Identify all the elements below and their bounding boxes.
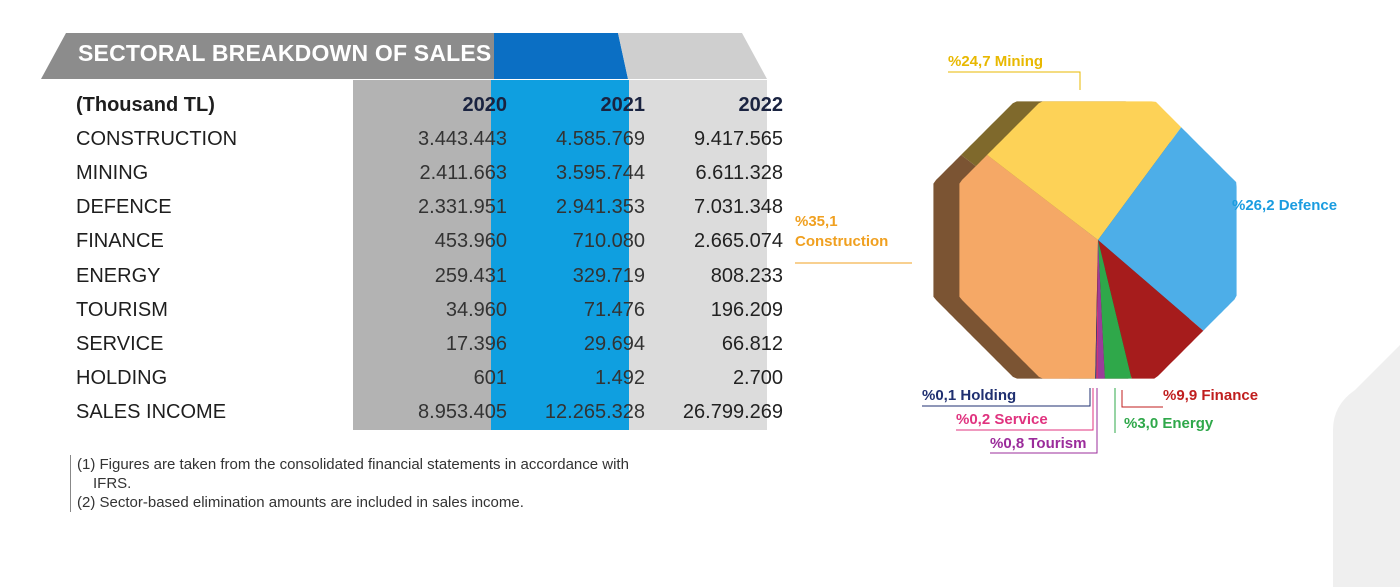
row-label: TOURISM [76, 298, 168, 321]
unit-label: (Thousand TL) [76, 93, 215, 116]
table-row: MINING 2.411.663 3.595.744 6.611.328 [60, 156, 791, 190]
column-2020-background [353, 80, 491, 430]
value-cell-2020: 601 [473, 367, 507, 390]
row-label: SERVICE [76, 332, 164, 355]
row-label: HOLDING [76, 367, 168, 390]
value-cell-2022: 66.812 [721, 332, 783, 355]
table-row: FINANCE 453.960 710.080 2.665.074 [60, 225, 791, 259]
pie-slice [1096, 240, 1098, 379]
row-label: ENERGY [76, 264, 161, 287]
table-row: ENERGY 259.431 329.719 808.233 [60, 259, 791, 293]
pie-slice [1095, 240, 1098, 379]
table-row: DEFENCE 2.331.951 2.941.353 7.031.348 [60, 191, 791, 225]
page-title: SECTORAL BREAKDOWN OF SALES [78, 40, 492, 66]
year-header-2020: 2020 [462, 93, 508, 116]
value-cell-2021: 329.719 [572, 264, 645, 287]
value-cell-2020: 34.960 [445, 298, 507, 321]
value-cell-2021: 3.595.744 [556, 161, 645, 184]
pie-label-leader [1121, 390, 1163, 408]
column-2022-background [629, 80, 767, 430]
table-row: TOURISM 34.960 71.476 196.209 [60, 293, 791, 327]
row-label: CONSTRUCTION [76, 127, 238, 150]
value-cell-2020: 453.960 [434, 230, 507, 253]
footnote-2: (2) Sector-based elimination amounts are… [77, 494, 524, 511]
pie-label: %35,1 Construction [795, 213, 888, 250]
footnote-1: (1) Figures are taken from the consolida… [77, 456, 629, 473]
value-cell-2022: 6.611.328 [695, 161, 784, 184]
value-cell-2020: 17.396 [445, 332, 507, 355]
value-cell-2021: 4.585.769 [556, 127, 645, 150]
table-header-row: (Thousand TL) 2020 2021 2022 [60, 88, 791, 122]
value-cell-2021: 71.476 [583, 298, 645, 321]
value-cell-2022: 7.031.348 [694, 196, 783, 219]
column-2021-background [491, 80, 629, 430]
row-label: FINANCE [76, 230, 164, 253]
pie-slice [987, 101, 1182, 241]
pie-label-leader [922, 388, 1091, 407]
pie-slice [1098, 240, 1132, 379]
table-row: CONSTRUCTION 3.443.443 4.585.769 9.417.565 [60, 122, 791, 156]
value-cell-2021: 29.694 [583, 332, 645, 355]
pie-label: %3,0 Energy [1124, 415, 1214, 432]
value-cell-2020: 8.953.405 [418, 401, 507, 424]
pie-slice [1098, 127, 1237, 331]
title-banner [41, 33, 767, 79]
value-cell-2020: 3.443.443 [418, 127, 507, 150]
pie-label: %9,9 Finance [1163, 387, 1258, 404]
year-header-2021: 2021 [600, 93, 646, 116]
value-cell-2022: 2.665.074 [694, 230, 783, 253]
year-header-2022: 2022 [738, 93, 784, 116]
sales-table: (Thousand TL) 2020 2021 2022 CONSTRUCTIO… [60, 88, 791, 430]
table-row: HOLDING 601 1.492 2.700 [60, 362, 791, 396]
pie-label-leader [948, 71, 1081, 90]
value-cell-2021: 1.492 [594, 367, 645, 390]
row-label: DEFENCE [76, 196, 172, 219]
pie-slice [1097, 240, 1105, 379]
footnotes: (1) Figures are taken from the consolida… [70, 455, 717, 512]
pie-label: %0,8 Tourism [990, 435, 1086, 452]
value-cell-2022: 196.209 [710, 298, 783, 321]
pie-label-leader [990, 388, 1098, 454]
value-cell-2020: 2.411.663 [419, 161, 508, 184]
value-cell-2020: 259.431 [434, 264, 507, 287]
pie-label: %24,7 Mining [948, 53, 1043, 70]
value-cell-2020: 2.331.951 [418, 196, 507, 219]
footnote-1-continuation: IFRS. [93, 475, 132, 492]
value-cell-2021: 2.941.353 [556, 196, 645, 219]
pie-label: %26,2 Defence [1232, 197, 1337, 214]
value-cell-2022: 26.799.269 [682, 401, 783, 424]
table-row: SERVICE 17.396 29.694 66.812 [60, 327, 791, 361]
value-cell-2021: 710.080 [572, 230, 645, 253]
row-label: MINING [76, 161, 149, 184]
pie-label: %0,2 Service [956, 411, 1048, 428]
table-row: SALES INCOME 8.953.405 12.265.328 26.799.26… [60, 396, 791, 430]
pie-label: %0,1 Holding [922, 387, 1016, 404]
value-cell-2022: 9.417.565 [694, 127, 783, 150]
value-cell-2022: 2.700 [732, 367, 783, 390]
pie-slice [1098, 240, 1204, 379]
value-cell-2022: 808.233 [710, 264, 783, 287]
value-cell-2021: 12.265.328 [544, 401, 645, 424]
pie-slice [959, 154, 1098, 379]
sales-pie-chart: %35,1 Construction %24,7 Mining %26,2 Defen… [795, 53, 1337, 454]
pie-label-leader [956, 388, 1094, 431]
row-label: SALES INCOME [76, 401, 227, 424]
